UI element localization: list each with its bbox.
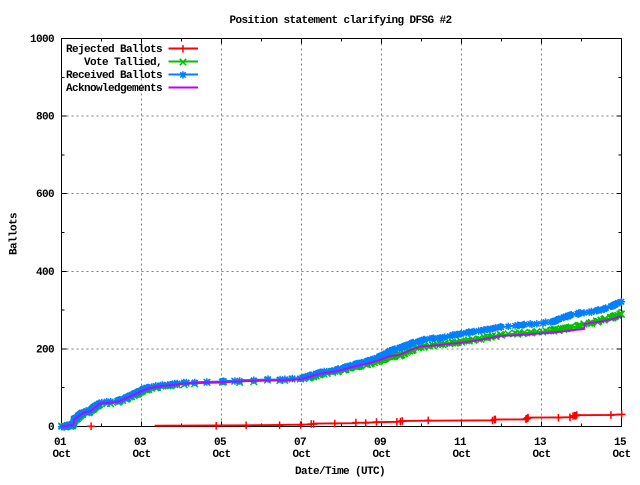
svg-text:400: 400: [36, 267, 54, 279]
svg-text:Oct: Oct: [132, 449, 150, 461]
svg-text:Oct: Oct: [372, 449, 390, 461]
svg-text:07: 07: [294, 437, 306, 449]
svg-text:0: 0: [48, 422, 54, 434]
svg-text:Oct: Oct: [532, 449, 550, 461]
svg-text:03: 03: [134, 437, 147, 449]
svg-text:13: 13: [534, 437, 547, 449]
svg-text:Oct: Oct: [292, 449, 310, 461]
svg-text:800: 800: [36, 112, 54, 124]
svg-text:Ballots: Ballots: [9, 213, 21, 255]
svg-text:Received Ballots: Received Ballots: [66, 70, 162, 82]
svg-text:11: 11: [454, 437, 467, 449]
svg-text:Acknowledgements: Acknowledgements: [66, 83, 162, 95]
svg-text:09: 09: [374, 437, 386, 449]
svg-text:Oct: Oct: [612, 449, 630, 461]
svg-text:15: 15: [614, 437, 627, 449]
svg-text:1000: 1000: [30, 34, 54, 46]
svg-text:200: 200: [36, 344, 54, 356]
svg-text:Rejected Ballots: Rejected Ballots: [66, 44, 162, 56]
svg-text:600: 600: [36, 189, 54, 201]
svg-text:05: 05: [214, 437, 227, 449]
svg-text:01: 01: [54, 437, 67, 449]
svg-text:Date/Time (UTC): Date/Time (UTC): [295, 466, 385, 478]
svg-text:Position statement clarifying: Position statement clarifying DFSG #2: [229, 15, 451, 27]
svg-text:Oct: Oct: [452, 449, 470, 461]
svg-text:Vote Tallied,: Vote Tallied,: [84, 57, 162, 69]
svg-text:Oct: Oct: [52, 449, 70, 461]
svg-text:Oct: Oct: [212, 449, 230, 461]
